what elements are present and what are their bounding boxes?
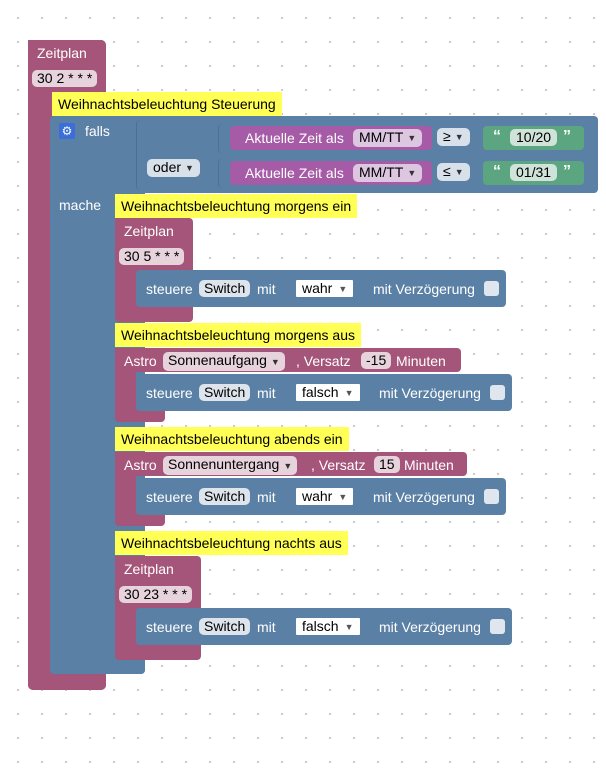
or-dropdown[interactable]: oder ▼ xyxy=(147,159,200,177)
chevron-down-icon: ▼ xyxy=(407,133,417,143)
comment-1[interactable]: Weihnachtsbeleuchtung morgens ein xyxy=(115,194,358,218)
gear-icon[interactable]: ⚙ xyxy=(59,123,75,139)
comment-4[interactable]: Weihnachtsbeleuchtung nachts aus xyxy=(115,531,348,555)
astro-label-3: Astro xyxy=(124,457,157,473)
action-cmd-4: steuere xyxy=(146,619,193,635)
switch-field-3[interactable]: Switch xyxy=(199,488,251,505)
outer-cron-field[interactable]: 30 2 * * * xyxy=(32,70,98,87)
value-dropdown-3[interactable]: wahr ▼ xyxy=(294,486,356,507)
value-label-4: falsch xyxy=(302,618,339,634)
offset-field-2[interactable]: -15 xyxy=(361,352,392,369)
action-cmd-1: steuere xyxy=(146,281,193,297)
compare-op-label-1: ≥ xyxy=(443,128,451,144)
delay-label-1: mit Verzögerung xyxy=(373,281,475,297)
delay-label-2: mit Verzögerung xyxy=(379,385,481,401)
or-dropdown-label: oder xyxy=(153,159,182,175)
value-label-1: wahr xyxy=(302,280,333,296)
action-cmd-2: steuere xyxy=(146,385,193,401)
chevron-down-icon: ▼ xyxy=(270,357,280,367)
offset-label-3: , Versatz xyxy=(311,457,366,473)
time-format-label-1: MM/TT xyxy=(359,129,404,145)
action-with-2: mit xyxy=(257,385,276,401)
astro-event-dropdown-3[interactable]: Sonnenuntergang ▼ xyxy=(163,456,298,475)
offset-label-2: , Versatz xyxy=(296,353,351,369)
chevron-down-icon: ▼ xyxy=(454,132,464,142)
action-with-1: mit xyxy=(257,281,276,297)
time-label-2: Aktuelle Zeit als xyxy=(245,165,344,181)
time-label-1: Aktuelle Zeit als xyxy=(245,130,344,146)
action-with-3: mit xyxy=(257,489,276,505)
chevron-down-icon: ▼ xyxy=(283,461,293,471)
value-dropdown-2[interactable]: falsch ▼ xyxy=(294,382,362,403)
string-value-2[interactable]: 01/31 xyxy=(510,164,558,181)
outer-comment[interactable]: Weihnachtsbeleuchtung Steuerung xyxy=(52,92,282,116)
close-quote-icon: ” xyxy=(563,128,571,145)
delay-checkbox-1[interactable] xyxy=(484,281,499,296)
delay-checkbox-3[interactable] xyxy=(484,489,499,504)
outer-schedule-title: Zeitplan xyxy=(37,45,87,61)
compare-op-dropdown-1[interactable]: ≥ ▼ xyxy=(437,128,470,146)
chevron-down-icon: ▼ xyxy=(407,168,417,178)
value-label-2: falsch xyxy=(302,384,339,400)
time-format-label-2: MM/TT xyxy=(359,164,404,180)
open-quote-icon: “ xyxy=(493,163,501,180)
compare-op-label-2: ≤ xyxy=(443,163,451,179)
time-format-dropdown-2[interactable]: MM/TT ▼ xyxy=(353,164,423,182)
schedule-title-4: Zeitplan xyxy=(124,561,174,577)
chevron-down-icon: ▼ xyxy=(344,622,354,632)
astro-label-2: Astro xyxy=(124,353,157,369)
action-with-4: mit xyxy=(257,619,276,635)
astro-event-dropdown-2[interactable]: Sonnenaufgang ▼ xyxy=(163,352,285,371)
switch-field-4[interactable]: Switch xyxy=(199,618,251,635)
close-quote-icon: ” xyxy=(563,163,571,180)
compare-op-dropdown-2[interactable]: ≤ ▼ xyxy=(437,163,470,181)
schedule-title-1: Zeitplan xyxy=(124,223,174,239)
action-cmd-3: steuere xyxy=(146,489,193,505)
time-format-dropdown-1[interactable]: MM/TT ▼ xyxy=(353,129,423,147)
if-label: falls xyxy=(85,123,110,139)
offset-unit-2: Minuten xyxy=(396,353,446,369)
astro-event-label-3: Sonnenuntergang xyxy=(168,456,280,472)
string-value-1[interactable]: 10/20 xyxy=(510,129,558,146)
value-dropdown-4[interactable]: falsch ▼ xyxy=(294,616,362,637)
switch-field-2[interactable]: Switch xyxy=(199,384,251,401)
value-label-3: wahr xyxy=(302,488,333,504)
offset-field-3[interactable]: 15 xyxy=(374,456,400,473)
cron-field-1[interactable]: 30 5 * * * xyxy=(119,248,185,265)
chevron-down-icon: ▼ xyxy=(338,492,348,502)
value-dropdown-1[interactable]: wahr ▼ xyxy=(294,278,356,299)
chevron-down-icon: ▼ xyxy=(454,167,464,177)
delay-checkbox-2[interactable] xyxy=(490,385,505,400)
delay-checkbox-4[interactable] xyxy=(490,619,505,634)
switch-field-1[interactable]: Switch xyxy=(199,280,251,297)
delay-label-4: mit Verzögerung xyxy=(379,619,481,635)
offset-unit-3: Minuten xyxy=(404,457,454,473)
astro-event-label-2: Sonnenaufgang xyxy=(168,352,267,368)
do-label: mache xyxy=(59,197,102,213)
cron-field-4[interactable]: 30 23 * * * xyxy=(119,586,193,603)
open-quote-icon: “ xyxy=(493,128,501,145)
delay-label-3: mit Verzögerung xyxy=(373,489,475,505)
comment-3[interactable]: Weihnachtsbeleuchtung abends ein xyxy=(115,427,349,451)
comment-2[interactable]: Weihnachtsbeleuchtung morgens aus xyxy=(115,323,362,347)
chevron-down-icon: ▼ xyxy=(338,284,348,294)
chevron-down-icon: ▼ xyxy=(344,388,354,398)
chevron-down-icon: ▼ xyxy=(185,163,194,173)
